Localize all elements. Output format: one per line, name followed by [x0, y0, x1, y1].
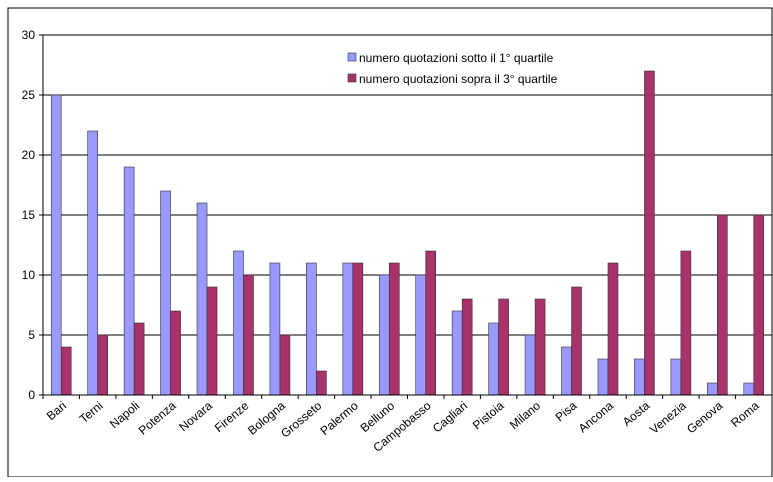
bar: [425, 250, 437, 396]
bar: [597, 358, 609, 396]
bar: [97, 334, 108, 396]
bar: [488, 322, 499, 396]
legend-label: numero quotazioni sotto il 1° quartile: [359, 51, 554, 65]
bar: [170, 310, 181, 396]
bar: [524, 334, 536, 396]
y-tick-label: 0: [28, 388, 35, 402]
bar: [680, 250, 692, 396]
bar: [743, 382, 755, 396]
bar: [352, 262, 364, 396]
bar: [50, 94, 62, 396]
bar: [243, 274, 254, 396]
bar: [87, 130, 98, 396]
bar: [561, 346, 572, 396]
bar: [415, 274, 427, 396]
bar: [644, 70, 655, 396]
legend-swatch: [347, 52, 357, 62]
bar: [206, 286, 218, 396]
bar: [717, 214, 728, 396]
bar: [133, 322, 145, 396]
y-tick-label: 20: [22, 148, 36, 162]
bar: [342, 262, 354, 396]
bar: [160, 190, 171, 396]
y-tick-label: 10: [22, 268, 36, 282]
bar: [60, 346, 72, 396]
bar: [634, 358, 645, 396]
bar: [279, 334, 291, 396]
bar: [196, 202, 208, 396]
bar: [607, 262, 619, 396]
bar: [707, 382, 718, 396]
bar: [388, 262, 400, 396]
bar: [269, 262, 281, 396]
y-tick-label: 15: [22, 208, 36, 222]
bar: [233, 250, 244, 396]
y-tick-label: 5: [28, 328, 35, 342]
bar: [753, 214, 765, 396]
bar: [461, 298, 473, 396]
legend-swatch: [347, 73, 357, 83]
bar: [451, 310, 463, 396]
bar: [571, 286, 582, 396]
bar: [316, 370, 327, 396]
legend-label: numero quotazioni sopra il 3° quartile: [359, 72, 558, 86]
bar: [306, 262, 317, 396]
bar: [534, 298, 546, 396]
bar: [670, 358, 682, 396]
bar: [378, 274, 390, 396]
bar: [123, 166, 135, 396]
y-tick-label: 30: [22, 28, 36, 42]
y-tick-label: 25: [22, 88, 36, 102]
bar: [498, 298, 509, 396]
